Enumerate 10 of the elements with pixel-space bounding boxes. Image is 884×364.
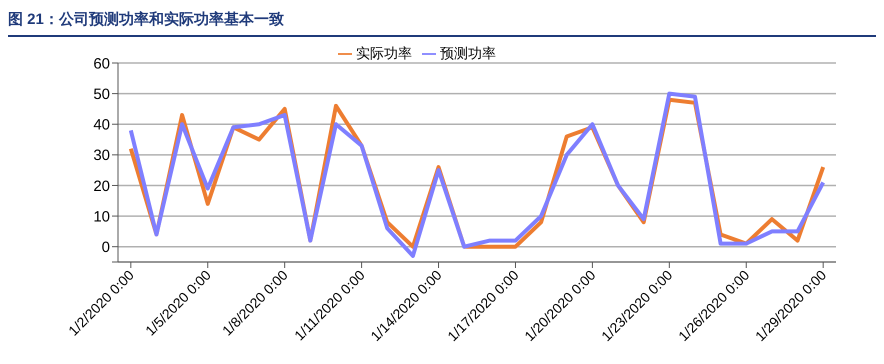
y-tick-label: 0 xyxy=(102,239,110,256)
y-tick-label: 20 xyxy=(93,178,110,195)
y-tick-label: 10 xyxy=(93,208,110,226)
y-tick-label: 30 xyxy=(93,147,110,164)
y-tick-label: 50 xyxy=(93,86,110,103)
y-tick-label: 40 xyxy=(93,116,110,134)
chart-title: 图 21：公司预测功率和实际功率基本一致 xyxy=(8,8,876,37)
legend-label: 预测功率 xyxy=(440,45,496,61)
y-tick-label: 60 xyxy=(93,55,110,72)
legend-label: 实际功率 xyxy=(356,45,412,61)
